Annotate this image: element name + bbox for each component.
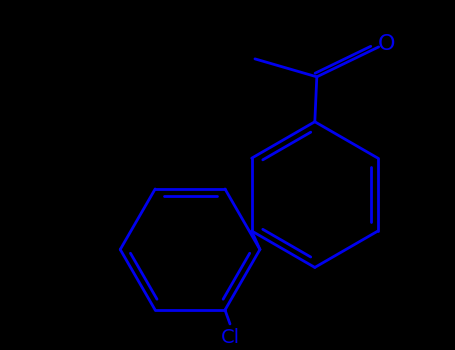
Text: Cl: Cl	[220, 328, 239, 348]
Text: O: O	[378, 34, 395, 54]
